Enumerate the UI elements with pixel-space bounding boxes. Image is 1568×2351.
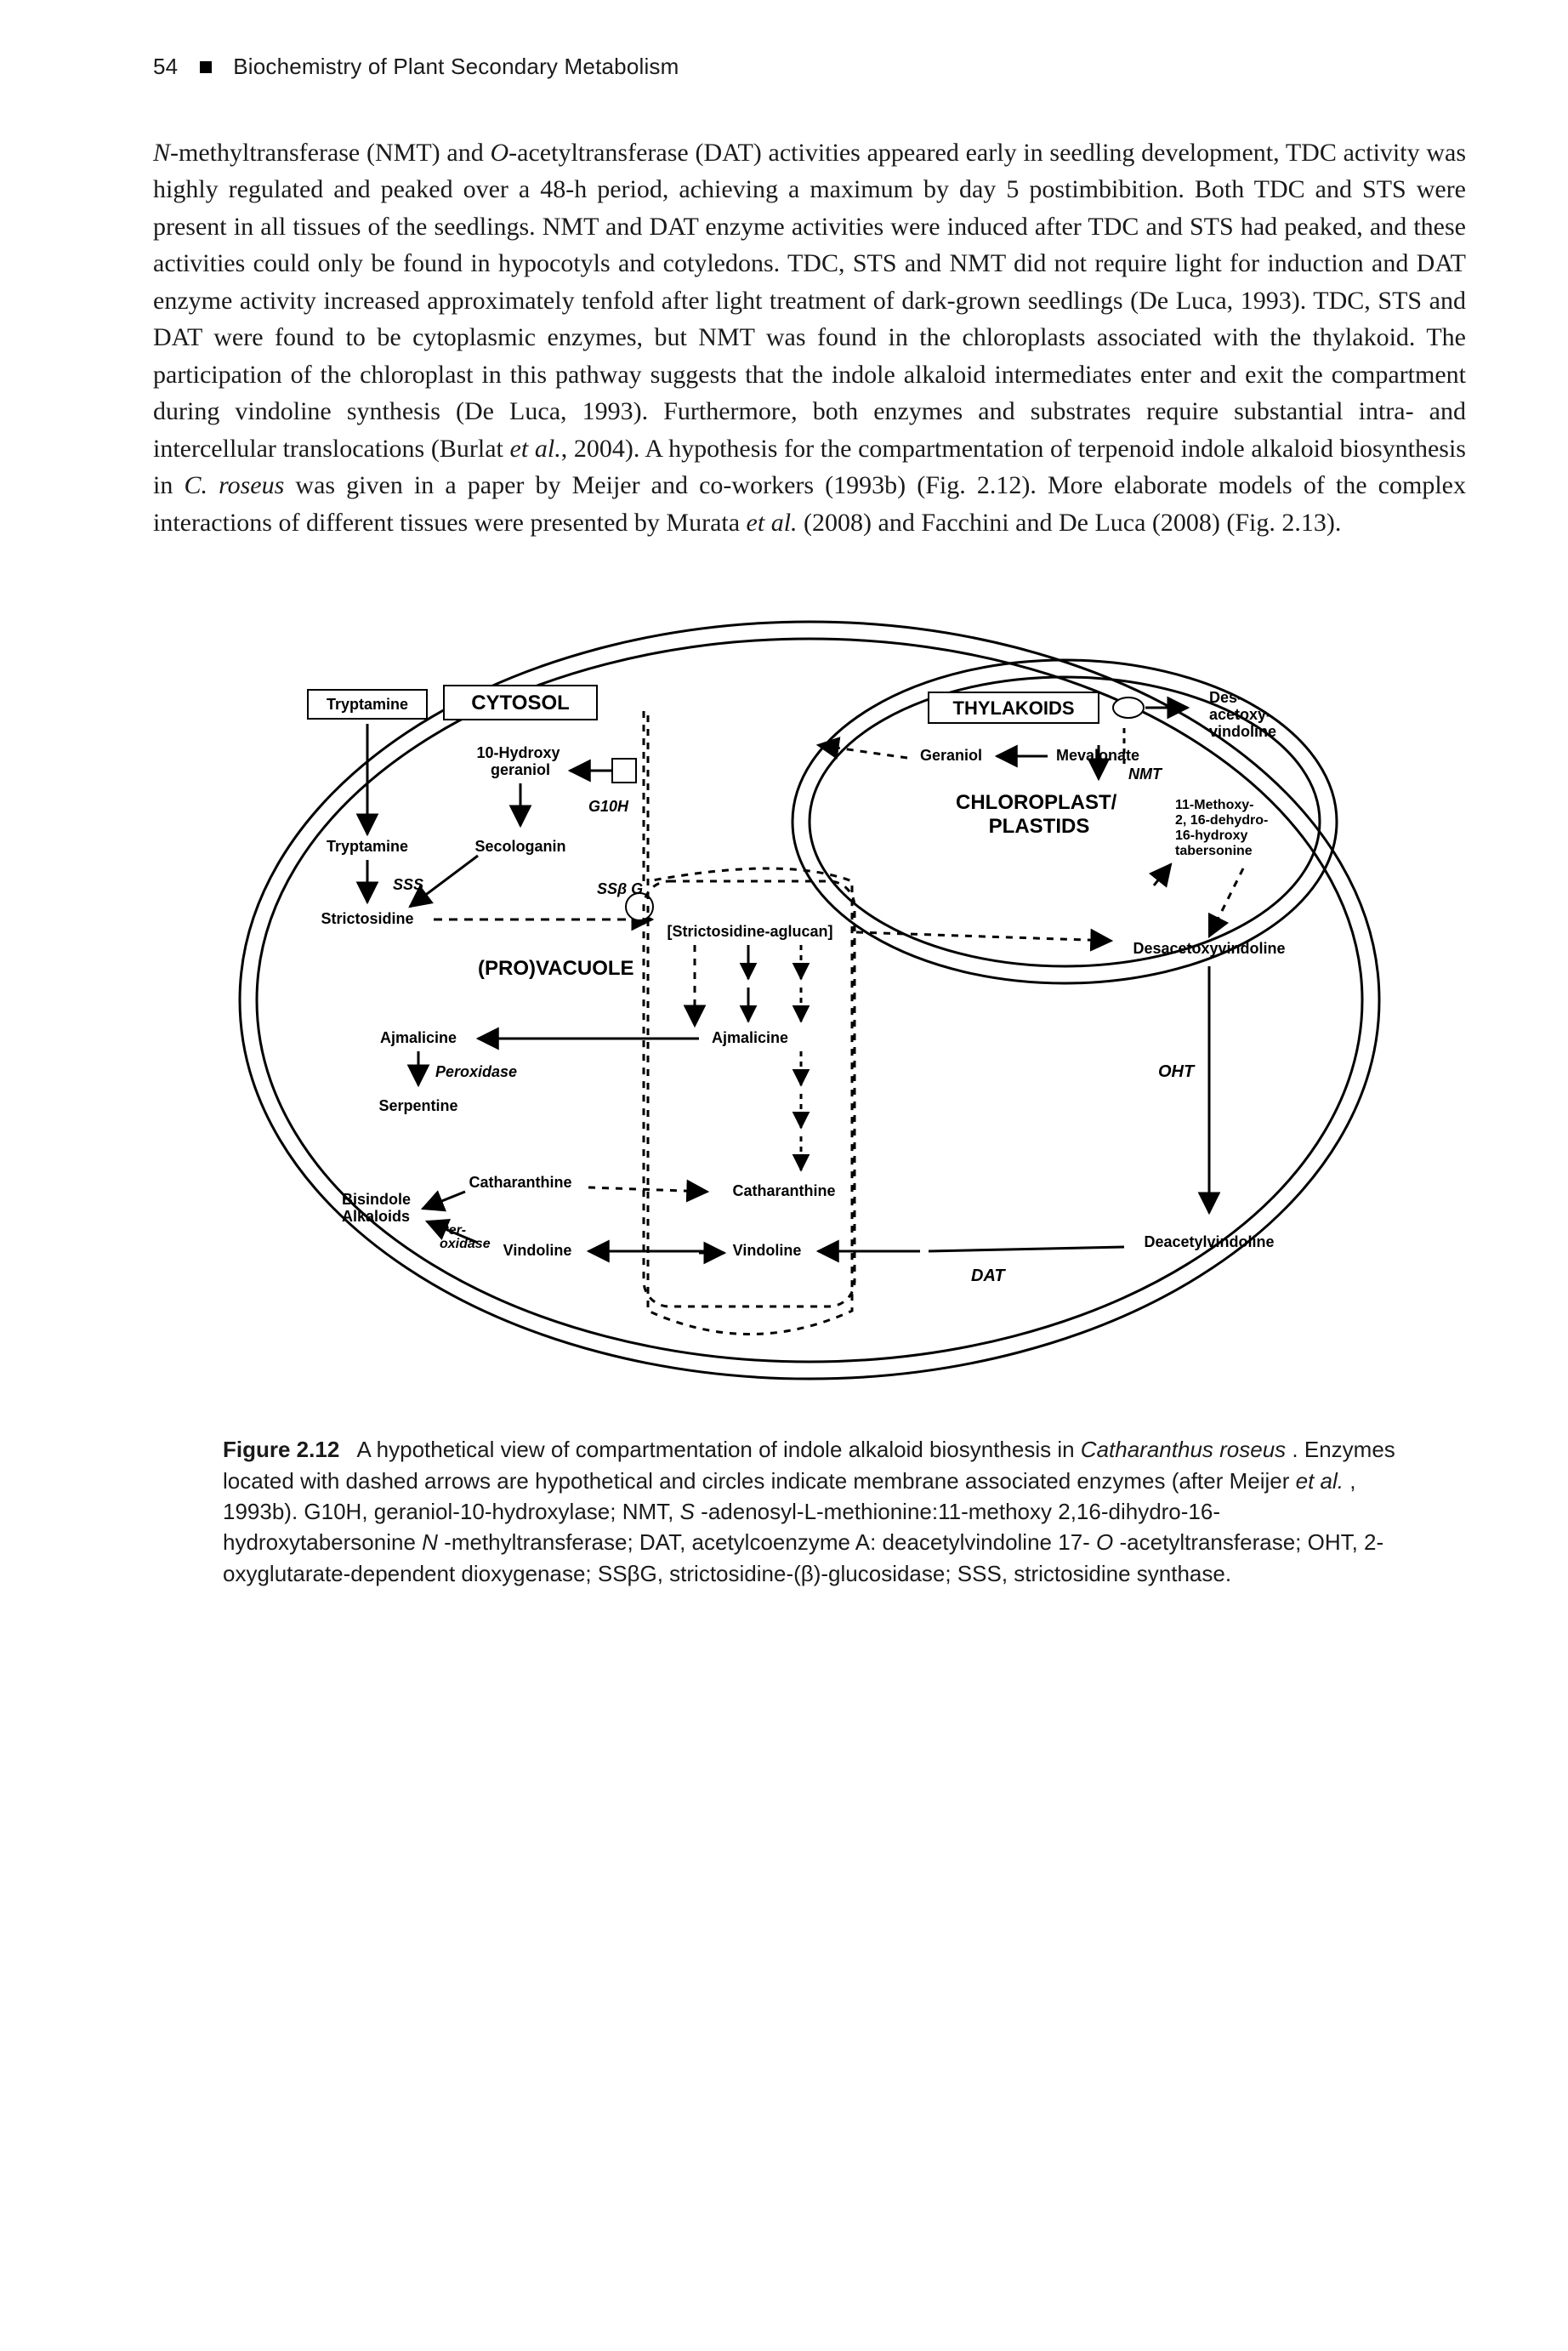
caption-part-5: -methyltransferase; DAT, acetylcoenzyme … xyxy=(444,1529,1090,1555)
dat-label: DAT xyxy=(971,1267,1006,1285)
provacuole-label: (PRO)VACUOLE xyxy=(478,957,634,980)
page-number: 54 xyxy=(153,54,178,79)
figure-label: Figure 2.12 xyxy=(223,1437,339,1462)
oht-label: OHT xyxy=(1158,1062,1196,1081)
serpentine-label: Serpentine xyxy=(378,1097,457,1114)
catharanthine-label-2: Catharanthine xyxy=(732,1182,835,1199)
strictosidine-label: Strictosidine xyxy=(321,910,413,927)
arrow-cath-to-bis xyxy=(423,1192,465,1209)
vacuole-guides xyxy=(639,703,852,1315)
bisindole-label: Bisindole Alkaloids xyxy=(342,1191,415,1225)
ajmalicine-label-1: Ajmalicine xyxy=(380,1029,457,1046)
deacetylvindoline-label: Deacetylvindoline xyxy=(1144,1233,1274,1250)
arrow-aglucan-right xyxy=(856,932,1111,941)
tryptamine-label-1: Tryptamine xyxy=(327,696,408,713)
ajmalicine-label-2: Ajmalicine xyxy=(712,1029,788,1046)
arrow-ger-out xyxy=(818,745,907,758)
sss-label: SSS xyxy=(393,876,423,893)
outer-cell-inner xyxy=(257,639,1362,1362)
caption-part-1: A hypothetical view of compartmentation … xyxy=(357,1437,1081,1462)
figure-2-12: CYTOSOL Tryptamine 10-Hydroxy geraniol G… xyxy=(223,601,1396,1400)
bullet-icon xyxy=(200,61,212,73)
chloroplast-label: CHLOROPLAST/ PLASTIDS xyxy=(956,791,1122,838)
hydroxy-geraniol-label: 10-Hydroxy geraniol xyxy=(476,744,564,778)
thylakoids-label: THYLAKOIDS xyxy=(953,697,1075,719)
nmt-label: NMT xyxy=(1128,766,1163,783)
caption-ital-1: Catharanthus roseus xyxy=(1081,1437,1286,1462)
desacetoxyvindoline-label: Desacetoxyvindoline xyxy=(1133,940,1285,957)
desacetoxy-vindoline-split: Des- acetoxy- vindoline xyxy=(1209,689,1276,740)
secologanin-label: Secologanin xyxy=(474,838,565,855)
catharanthine-label-1: Catharanthine xyxy=(469,1174,571,1191)
arrow-cath-right xyxy=(588,1187,707,1192)
caption-ital-5: O xyxy=(1096,1529,1113,1555)
strictosidine-aglucan-label: [Strictosidine-aglucan] xyxy=(667,923,832,940)
per-oxidase-label: Per- oxidase xyxy=(440,1223,491,1251)
vacuole-arrows xyxy=(748,945,801,1170)
caption-ital-2: et al. xyxy=(1296,1468,1344,1494)
g10h-circle-box xyxy=(612,759,636,783)
arrow-into-tabersonine xyxy=(1154,864,1171,885)
geraniol-label: Geraniol xyxy=(920,747,982,764)
running-title: Biochemistry of Plant Secondary Metaboli… xyxy=(233,54,679,79)
thylakoid-oval xyxy=(1113,697,1144,718)
g10h-label: G10H xyxy=(588,798,629,815)
body-paragraph: N-methyltransferase (NMT) and O-acetyltr… xyxy=(153,134,1466,542)
ssbg-label: SSβ G xyxy=(597,880,643,897)
vindoline-label-1: Vindoline xyxy=(503,1242,572,1259)
line-deacetyl-to-dat xyxy=(929,1247,1124,1251)
caption-ital-3: S xyxy=(680,1499,695,1524)
figure-caption: Figure 2.12 A hypothetical view of compa… xyxy=(223,1434,1396,1589)
running-head: 54 Biochemistry of Plant Secondary Metab… xyxy=(153,51,1466,83)
peroxidase-label: Peroxidase xyxy=(435,1063,517,1080)
tryptamine-label-2: Tryptamine xyxy=(327,838,408,855)
cytosol-label: CYTOSOL xyxy=(471,692,570,714)
methoxy-label: 11-Methoxy- 2, 16-dehydro- 16-hydroxy ta… xyxy=(1175,798,1272,858)
vindoline-label-2: Vindoline xyxy=(733,1242,802,1259)
caption-ital-4: N xyxy=(422,1529,438,1555)
